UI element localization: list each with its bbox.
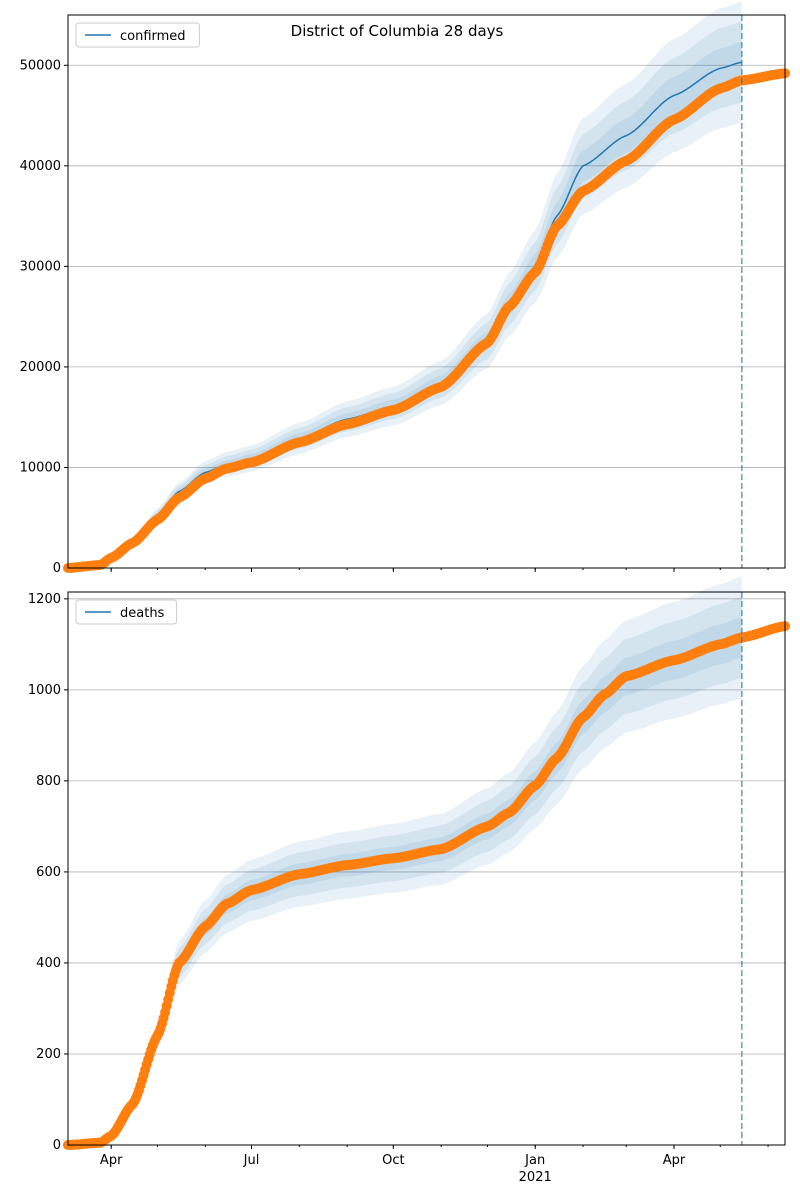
y-tick-label: 200 — [36, 1047, 61, 1062]
y-tick-label: 600 — [36, 865, 61, 880]
x-tick-sublabel: 2021 — [519, 1170, 552, 1185]
axes-2: 0 200 400 600 800 1000 1200 Apr Jul Oct Jan 2021 Apr… — [28, 576, 790, 1185]
x-tick-label: Jul — [243, 1153, 260, 1168]
y-tick-label: 800 — [36, 774, 61, 789]
uncertainty-band-3sigma — [68, 1, 742, 568]
y-tick-label: 30000 — [20, 259, 61, 274]
uncertainty-band-2sigma — [68, 21, 742, 568]
y-tick-label: 1200 — [28, 592, 61, 607]
x-tick-label: Apr — [100, 1153, 123, 1168]
y-tick-label: 10000 — [20, 460, 61, 475]
y-tick-label: 0 — [53, 561, 61, 576]
axes-frame — [67, 14, 786, 569]
x-tick-label: Apr — [663, 1153, 686, 1168]
legend-box — [75, 599, 178, 625]
legend-label: deaths — [120, 606, 165, 621]
y-tick-label: 1000 — [28, 683, 61, 698]
axes-frame — [67, 591, 786, 1146]
legend-label: confirmed — [120, 29, 186, 44]
y-tick-label: 50000 — [20, 58, 61, 73]
uncertainty-band-1sigma — [68, 617, 742, 1145]
legend-box — [75, 22, 200, 48]
y-tick-label: 40000 — [20, 159, 61, 174]
y-tick-label: 0 — [53, 1138, 61, 1153]
chart-title: District of Columbia 28 days — [291, 22, 504, 40]
y-tick-label: 20000 — [20, 360, 61, 375]
axes-1: 0 10000 20000 30000 40000 50000 confirmed — [20, 1, 790, 576]
uncertainty-band-1sigma — [68, 42, 742, 569]
y-tick-label: 400 — [36, 956, 61, 971]
x-tick-label: Oct — [382, 1153, 404, 1168]
x-tick-label: Jan — [524, 1153, 545, 1168]
